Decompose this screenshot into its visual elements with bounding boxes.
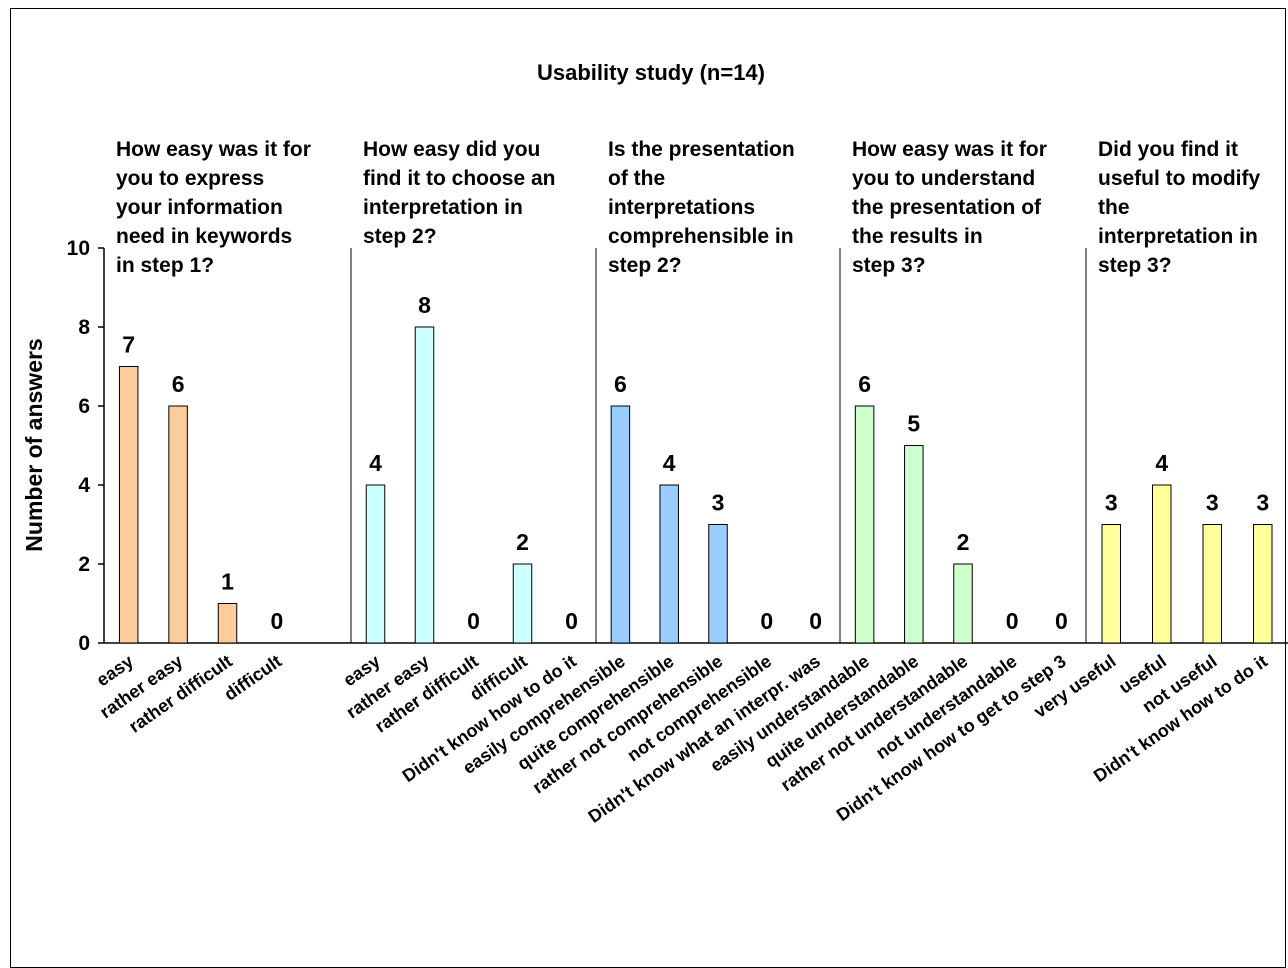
question-text-line: you to understand [852,167,1035,190]
question-text-line: How easy was it for [852,138,1047,161]
question-text-line: step 2? [363,225,437,248]
value-labels: 7 6 1 0 4 8 0 2 0 6 4 3 0 0 6 5 2 0 0 3 4 3 3 [122,292,1269,634]
question-text-line: of the [608,167,665,190]
question-text-line: your information [116,196,283,219]
bar [953,563,973,644]
bar [1101,524,1121,644]
bar [708,524,728,644]
bar [118,366,139,644]
y-tick-label: 4 [78,474,90,497]
bar [854,405,875,644]
bar [414,326,435,644]
data-label: 3 [1256,490,1269,516]
data-label: 0 [809,608,822,634]
data-label: 3 [712,490,725,516]
bar [168,405,188,644]
data-label: 6 [858,371,871,397]
y-tick-label: 6 [78,395,90,418]
bar-chart: Usability study (n=14) Number of answers… [21,60,1288,827]
question-text-line: step 3? [1098,254,1172,277]
question-text-line: the presentation of [852,196,1042,219]
question-text-line: find it to choose an [363,167,556,190]
data-label: 0 [467,608,480,634]
question-text-line: interpretation in [1098,225,1258,248]
question-text-line: step 2? [608,254,682,277]
bar [217,603,238,644]
question-text-line: the [1098,196,1130,219]
y-tick-label: 10 [67,237,90,260]
data-label: 4 [1155,450,1168,476]
question-text-line: interpretations [608,196,755,219]
data-label: 0 [565,608,578,634]
question-text-line: you to express [116,167,264,190]
bar [610,405,631,644]
data-label: 5 [907,411,920,437]
data-label: 0 [1055,608,1068,634]
question-text-line: in step 1? [116,254,214,277]
y-tick-label: 0 [78,632,90,655]
data-label: 4 [663,450,676,476]
data-label: 2 [516,529,529,555]
question-text-line: How easy was it for [116,138,311,161]
data-label: 6 [172,371,185,397]
question-text-line: useful to modify [1098,167,1260,190]
question-text-line: step 3? [852,254,926,277]
bar [904,445,924,644]
data-label: 0 [1006,608,1019,634]
category-label: difficult [220,651,285,705]
data-label: 3 [1206,490,1219,516]
bar [659,484,679,644]
data-label: 6 [614,371,627,397]
question-text-line: Did you find it [1098,138,1238,161]
data-label: 4 [369,450,382,476]
question-text-line: Is the presentation [608,138,795,161]
question-text-line: the results in [852,225,983,248]
data-label: 3 [1105,490,1118,516]
question-texts: How easy was it for you to express your in… [116,138,1260,277]
bar [365,484,386,644]
question-text-line: interpretation in [363,196,523,219]
y-tick-label: 8 [78,316,90,339]
question-text-line: need in keywords [116,225,292,248]
bar [1202,524,1222,644]
data-label: 7 [122,332,135,358]
bar [1253,524,1273,644]
question-text-line: How easy did you [363,138,540,161]
data-label: 8 [418,292,431,318]
y-tick-label: 2 [78,553,90,576]
bar [512,563,533,644]
data-label: 1 [221,569,234,595]
bars [118,326,1273,644]
y-axis-label: Number of answers [21,338,47,551]
chart-title: Usability study (n=14) [537,60,765,85]
bar [1152,484,1172,644]
data-label: 0 [760,608,773,634]
data-label: 2 [957,529,970,555]
data-label: 0 [271,608,284,634]
question-text-line: comprehensible in [608,225,794,248]
